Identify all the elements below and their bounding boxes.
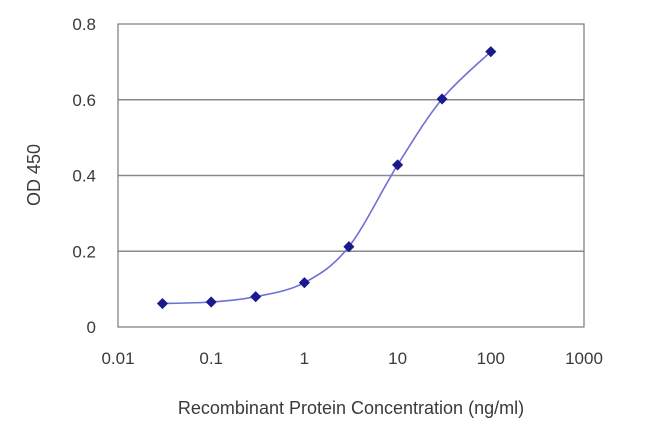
x-tick-label: 100 xyxy=(477,349,505,368)
y-tick-label: 0.6 xyxy=(72,91,96,110)
y-tick-label: 0.2 xyxy=(72,242,96,261)
x-axis-label: Recombinant Protein Concentration (ng/ml… xyxy=(178,398,524,418)
data-point-marker xyxy=(485,46,497,58)
series-line xyxy=(162,51,492,305)
y-tick-label: 0.8 xyxy=(72,15,96,34)
x-tick-label: 1 xyxy=(300,349,309,368)
data-point-marker xyxy=(205,296,217,308)
data-point-marker xyxy=(392,159,404,171)
x-tick-label: 0.01 xyxy=(101,349,134,368)
x-tick-label: 0.1 xyxy=(199,349,223,368)
x-tick-label: 10 xyxy=(388,349,407,368)
data-point-marker xyxy=(156,297,169,310)
x-tick-label: 1000 xyxy=(565,349,603,368)
data-point-marker xyxy=(298,277,310,289)
data-point-marker xyxy=(250,291,262,303)
tick-layer: 0 0.2 0.4 0.6 0.8 0.01 0.1 1 10 100 1000 xyxy=(72,15,603,368)
y-tick-label: 0.4 xyxy=(72,167,96,186)
data-point-marker xyxy=(436,93,448,105)
y-axis-label: OD 450 xyxy=(24,144,44,206)
y-tick-label: 0 xyxy=(87,318,96,337)
data-point-marker xyxy=(343,241,355,253)
grid-layer xyxy=(118,98,584,253)
series-layer xyxy=(156,46,497,310)
plot-frame xyxy=(117,23,585,328)
